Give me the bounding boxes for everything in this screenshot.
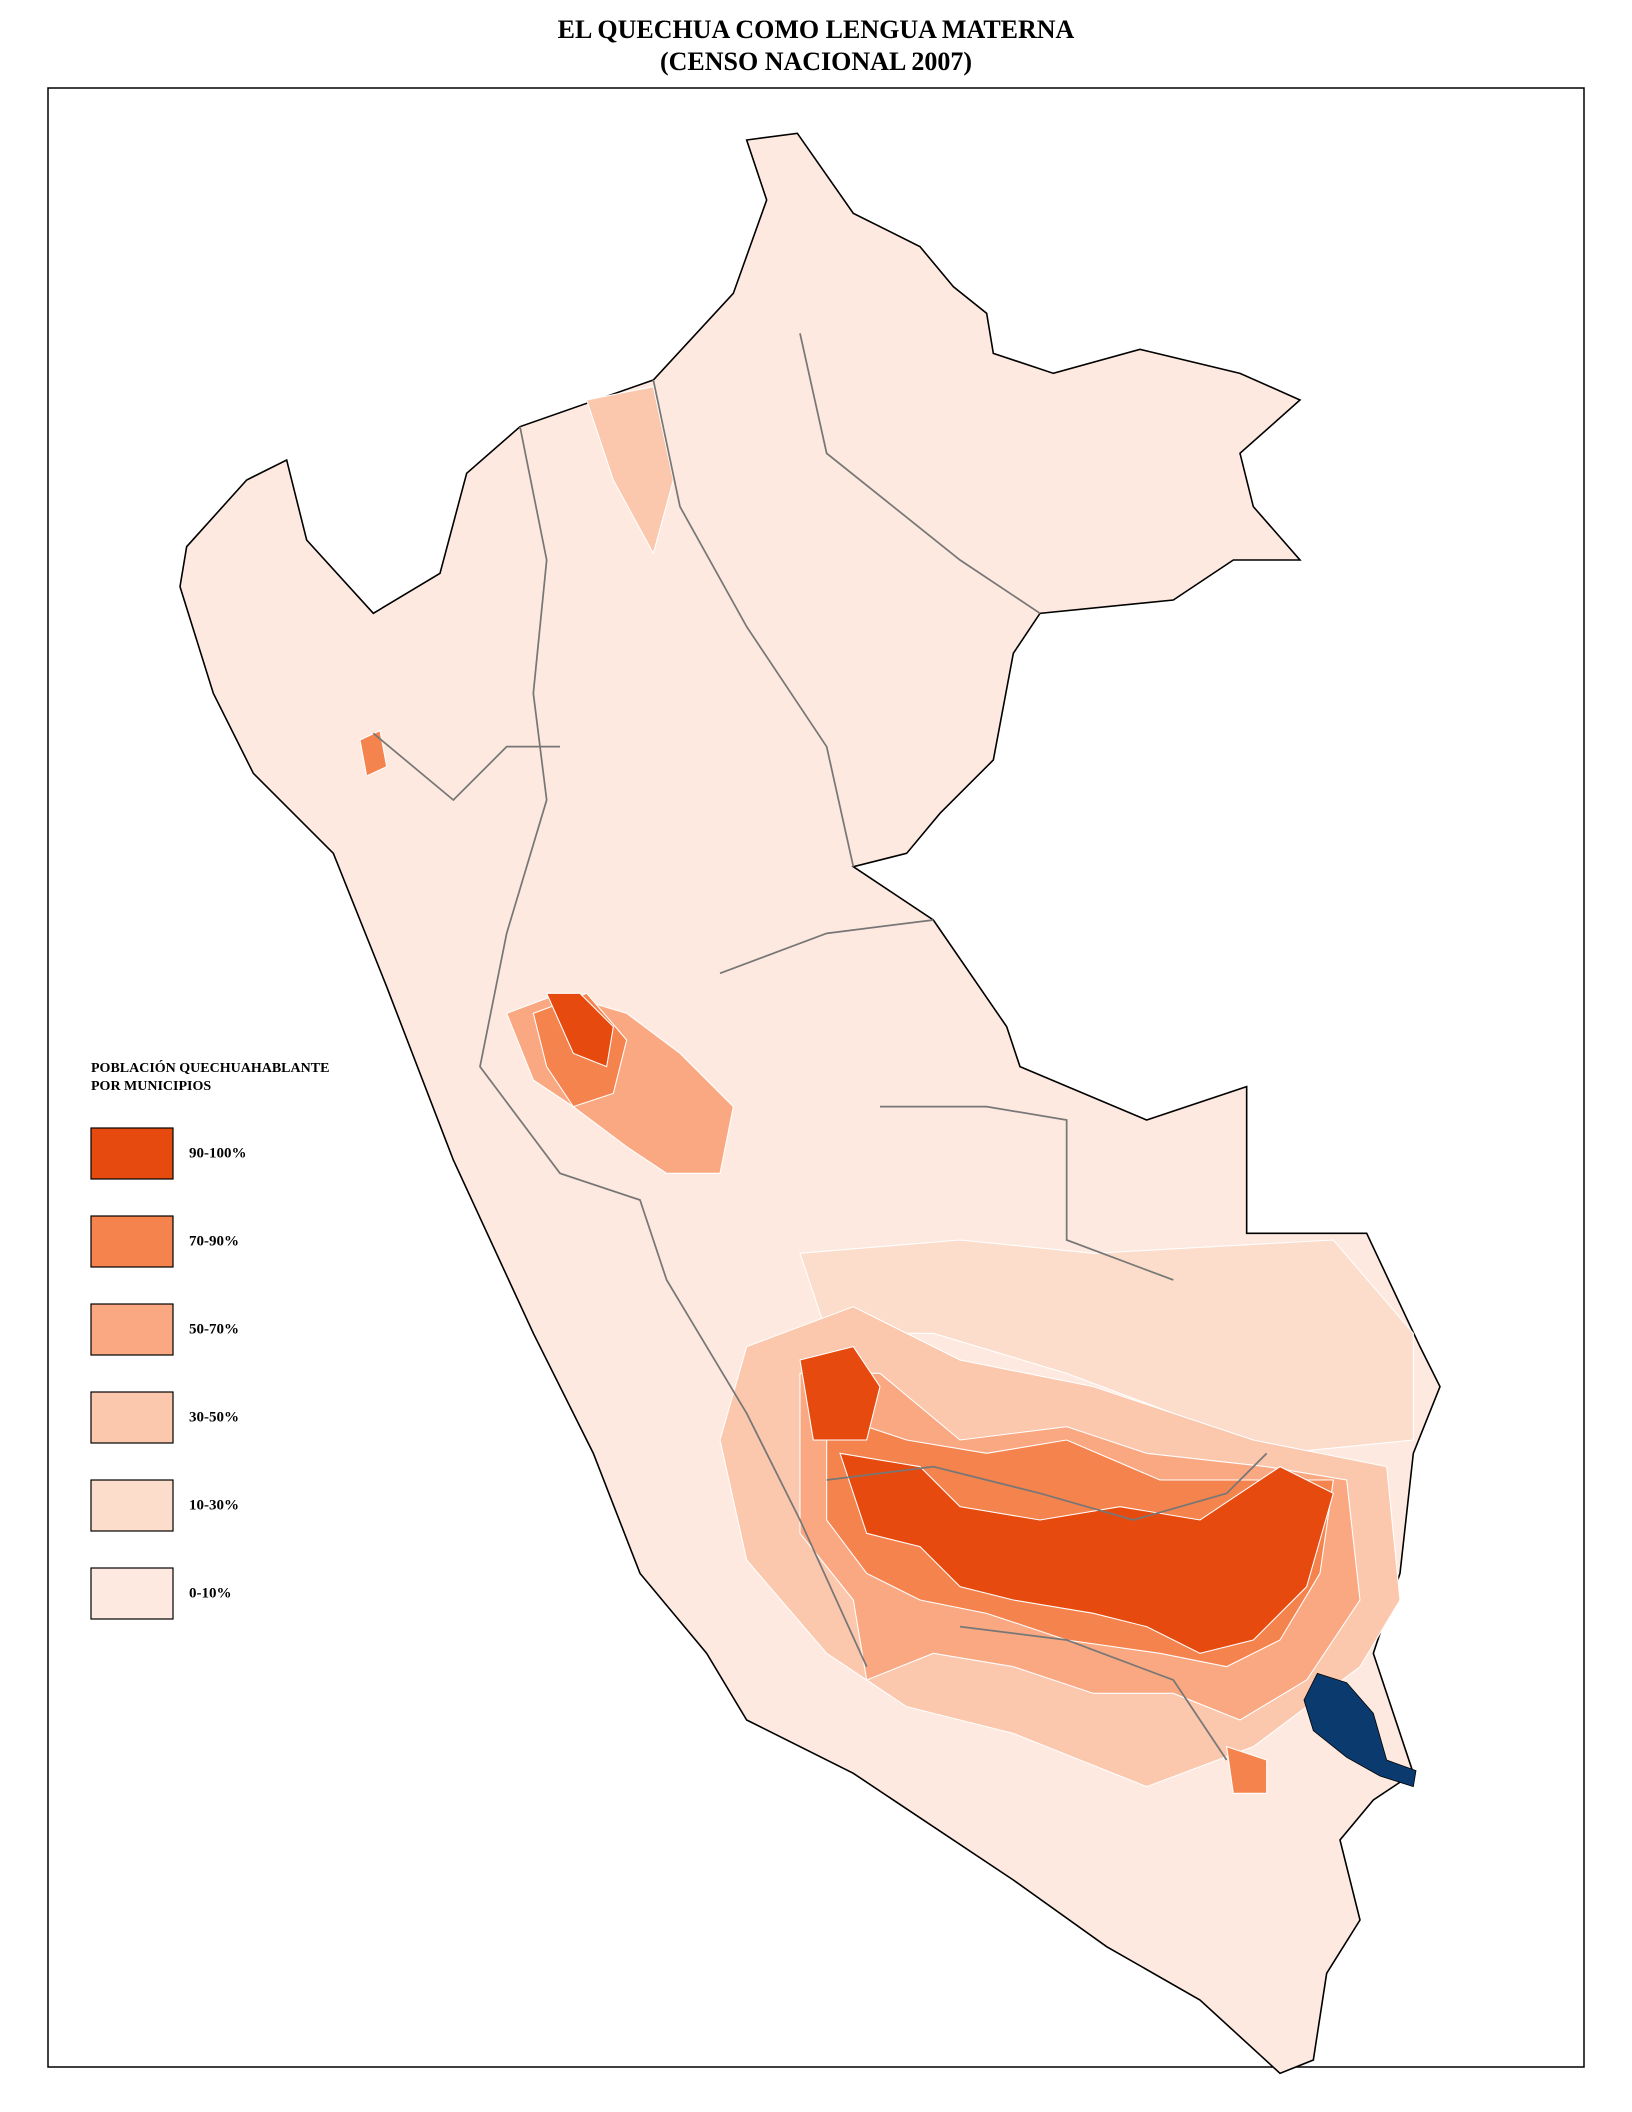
borders — [372, 333, 1268, 1761]
border — [826, 1452, 1268, 1521]
border — [719, 919, 934, 975]
legend-title: POR MUNICIPIOS — [91, 1079, 211, 1094]
legend: POBLACIÓN QUECHUAHABLANTE POR MUNICIPIOS… — [90, 1059, 329, 1620]
border — [879, 1105, 1174, 1281]
map — [179, 132, 1441, 2075]
shaded-area — [585, 386, 674, 555]
shaded-area — [545, 992, 614, 1068]
title-line: (CENSO NACIONAL 2007) — [660, 47, 972, 76]
legend-label: 30-50% — [189, 1409, 239, 1425]
border — [479, 426, 868, 1668]
border — [652, 379, 855, 867]
shaded-area — [839, 1452, 1334, 1654]
legend-label: 90-100% — [189, 1145, 247, 1161]
border — [372, 732, 560, 802]
shaded-area — [799, 1239, 1414, 1454]
legend-swatch — [90, 1567, 174, 1620]
border — [799, 333, 1041, 615]
lake-titicaca — [1303, 1672, 1417, 1788]
legend-swatch — [90, 1391, 174, 1444]
title-line: EL QUECHUA COMO LENGUA MATERNA — [558, 15, 1075, 44]
legend-label: 10-30% — [189, 1497, 239, 1513]
legend-swatch — [90, 1215, 174, 1268]
legend-swatch — [90, 1303, 174, 1356]
legend-swatch — [90, 1127, 174, 1180]
legend-swatch — [90, 1479, 174, 1532]
border — [959, 1625, 1228, 1761]
legend-title: POBLACIÓN QUECHUAHABLANTE — [91, 1059, 329, 1076]
map-frame — [47, 87, 1585, 2068]
legend-label: 70-90% — [189, 1233, 239, 1249]
shaded-area — [1226, 1745, 1268, 1794]
legend-label: 50-70% — [189, 1321, 239, 1337]
legend-label: 0-10% — [189, 1585, 232, 1601]
shaded-area — [799, 1346, 881, 1441]
